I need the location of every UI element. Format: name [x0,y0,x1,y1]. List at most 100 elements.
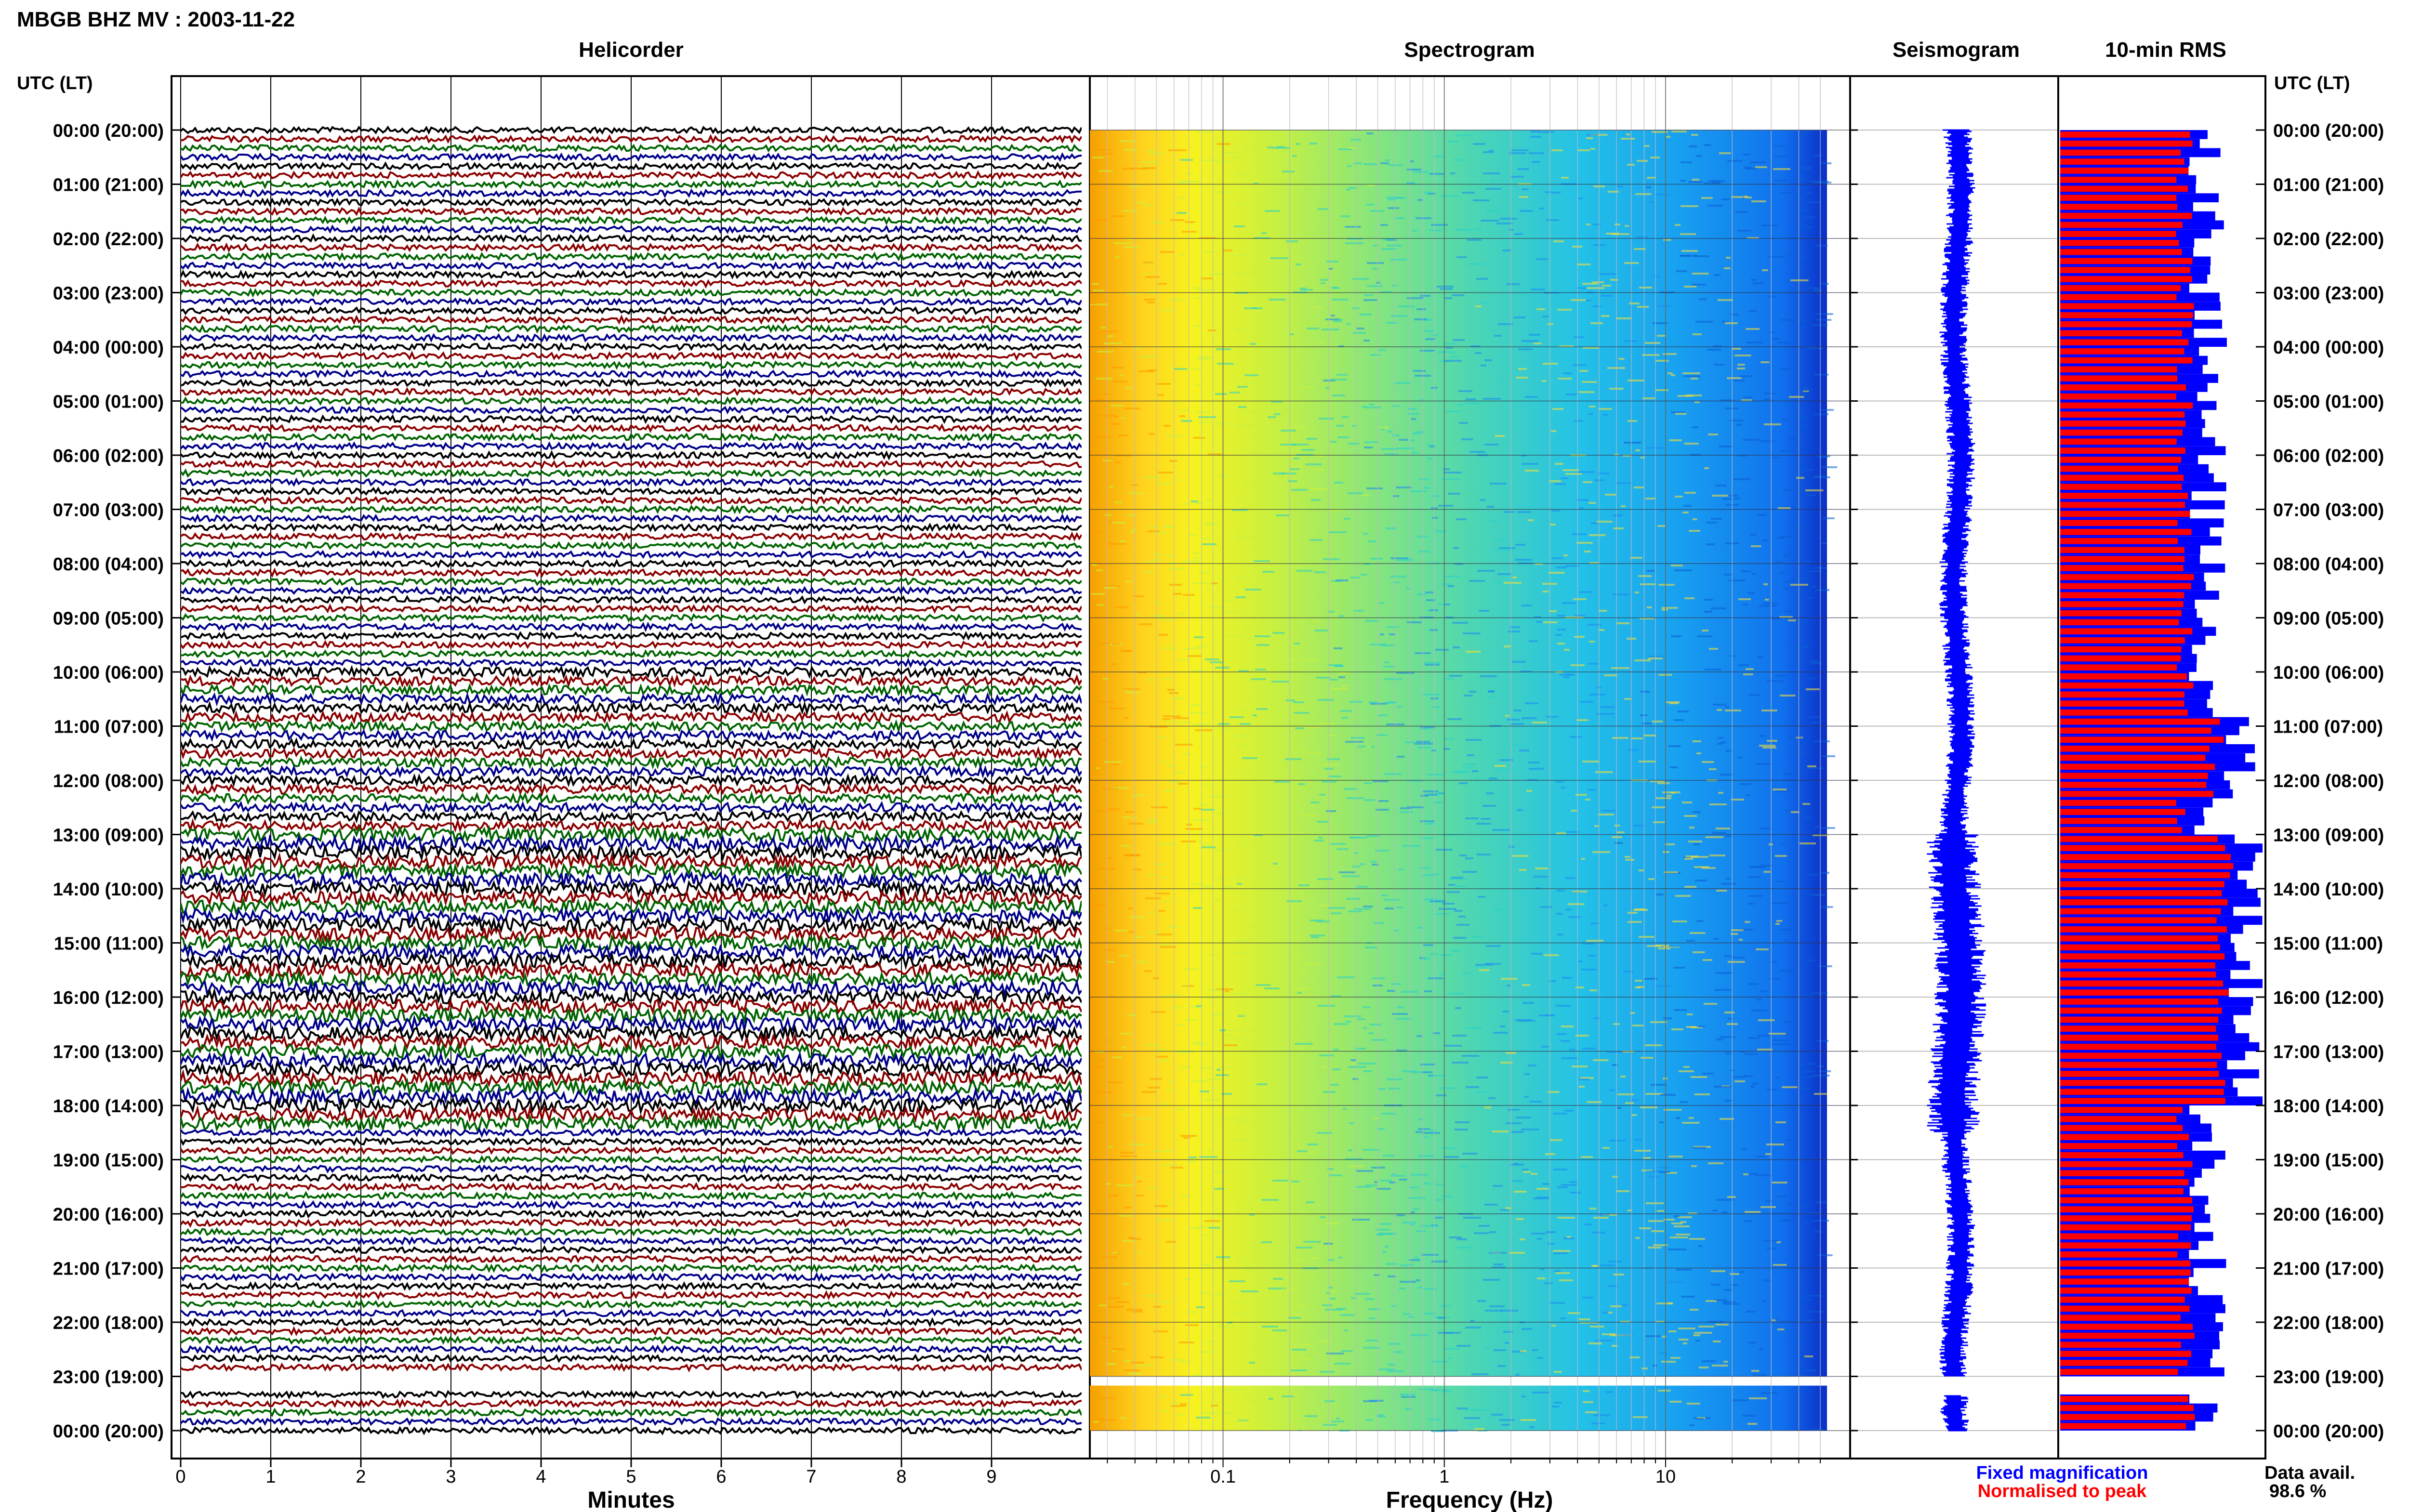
spectrogram-speckle [1814,1231,1822,1233]
spectrogram-speckle [1658,584,1675,586]
spectrogram-speckle [1612,1176,1618,1178]
spectrogram-speckle [1708,1162,1724,1164]
spectrogram-speckle [1692,179,1699,181]
spectrogram-speckle [1272,632,1285,634]
time-label-left: 04:00 (00:00) [53,338,164,358]
spectrogram-speckle [1545,1014,1554,1016]
rms-bar-normalised [2060,592,2184,598]
spectrogram-speckle [1284,1319,1297,1321]
spectrogram-speckle [1654,276,1660,277]
spectrogram-speckle [1231,1139,1247,1141]
spectrogram-speckle [1712,1365,1728,1367]
helicorder-trace [181,197,1082,207]
spectrogram-speckle [1667,795,1672,797]
spectrogram-speckle [1144,205,1152,207]
spectrogram-speckle [1413,230,1417,232]
spectrogram-speckle [1271,681,1289,683]
rms-bar-normalised [2060,330,2182,337]
spectrogram-speckle [1331,912,1342,914]
spectrogram-speckle [1674,1215,1680,1217]
helicorder-x-tick-label: 6 [716,1467,726,1487]
spectrogram-speckle [1230,157,1240,158]
rms-bar-normalised [2060,890,2222,896]
spectrogram-speckle [1773,1264,1787,1266]
spectrogram-speckle [1764,423,1781,425]
rms-bar-normalised [2060,1007,2222,1014]
spectrogram-speckle [1608,1285,1618,1287]
spectrogram-speckle [1380,644,1395,646]
helicorder-trace [181,1263,1082,1274]
spectrogram-speckle [1093,904,1107,906]
spectrogram-speckle [1221,1093,1232,1095]
rms-bar-normalised [2060,411,2185,418]
spectrogram-speckle [1408,413,1419,415]
spectrogram-speckle [1807,765,1816,767]
spectrogram-speckle [1725,1052,1732,1054]
spectrogram-speckle [1749,1397,1767,1399]
spectrogram-speckle [1162,647,1177,649]
seismogram-panel [1849,75,2059,1459]
spectrogram-speckle [1097,604,1104,606]
spectrogram-speckle [1458,404,1465,406]
time-label-right: 00:00 (20:00) [2273,121,2384,141]
helicorder-trace [181,477,1082,487]
spectrogram-speckle [1731,929,1744,931]
spectrogram-speckle [1095,332,1103,334]
spectrogram-speckle [1684,886,1697,888]
spectrogram-speckle [1778,507,1791,509]
spectrogram-speckle [1752,1083,1759,1085]
helicorder-trace [181,852,1082,871]
helicorder-trace [181,1024,1082,1043]
helicorder-trace [181,161,1082,171]
rms-bar-normalised [2060,1079,2225,1086]
spectrogram-speckle [1226,1188,1231,1190]
spectrogram-speckle [1790,524,1801,526]
helicorder-trace [181,1032,1082,1052]
spectrogram-speckle [1598,273,1616,275]
spectrogram-speckle [1821,409,1834,411]
spectrogram-speckle [1157,483,1172,485]
spectrogram-speckle [1668,1249,1686,1250]
spectrogram-speckle [1790,641,1797,643]
spectrogram-speckle [1397,706,1402,708]
spectrogram-speckle [1200,1091,1209,1092]
spectrogram-speckle [1591,1265,1596,1267]
spectrogram-speckle [1114,930,1127,932]
spectrogram-speckle [1383,1155,1395,1157]
spectrogram-speckle [1239,174,1251,176]
spectrogram-speckle [1549,572,1565,574]
spectrogram-speckle [1431,793,1444,795]
spectrogram-speckle [1141,1295,1158,1297]
spectrogram-speckle [1633,909,1648,911]
spectrogram-speckle [1306,726,1322,728]
spectrogram-speckle [1624,698,1631,700]
spectrogram-speckle [1475,966,1487,968]
spectrogram-speckle [1194,636,1204,638]
spectrogram-speckle [1178,613,1186,615]
spectrogram-speckle [1244,1269,1256,1271]
spectrogram-speckle [1655,389,1668,391]
time-label-left: 17:00 (13:00) [53,1042,164,1063]
spectrogram-speckle [1151,1011,1166,1013]
spectrogram-speckle [1269,1340,1284,1341]
spectrogram-speckle [1325,387,1330,389]
spectrogram-speckle [1215,393,1227,395]
spectrogram-speckle [1630,1012,1635,1014]
spectrogram-speckle [1718,743,1723,745]
spectrogram-speckle [1479,1225,1490,1227]
spectrogram-speckle [1160,251,1175,253]
helicorder-trace [181,224,1082,235]
spectrogram-speckle [1164,721,1170,723]
spectrogram-speckle [1123,1283,1130,1285]
spectrogram-speckle [1116,1301,1129,1303]
spectrogram-speckle [1586,300,1591,302]
spectrogram-speckle [1807,996,1814,998]
spectrogram-speckle [1365,947,1377,948]
spectrogram-speckle [1577,263,1591,265]
spectrogram-speckle [1510,176,1524,178]
spectrogram-speckle [1790,584,1808,586]
spectrogram-speckle [1432,706,1441,708]
spectrogram-speckle [1231,1118,1239,1119]
spectrogram-speckle [1112,643,1120,645]
spectrogram-speckle [1662,1336,1667,1338]
